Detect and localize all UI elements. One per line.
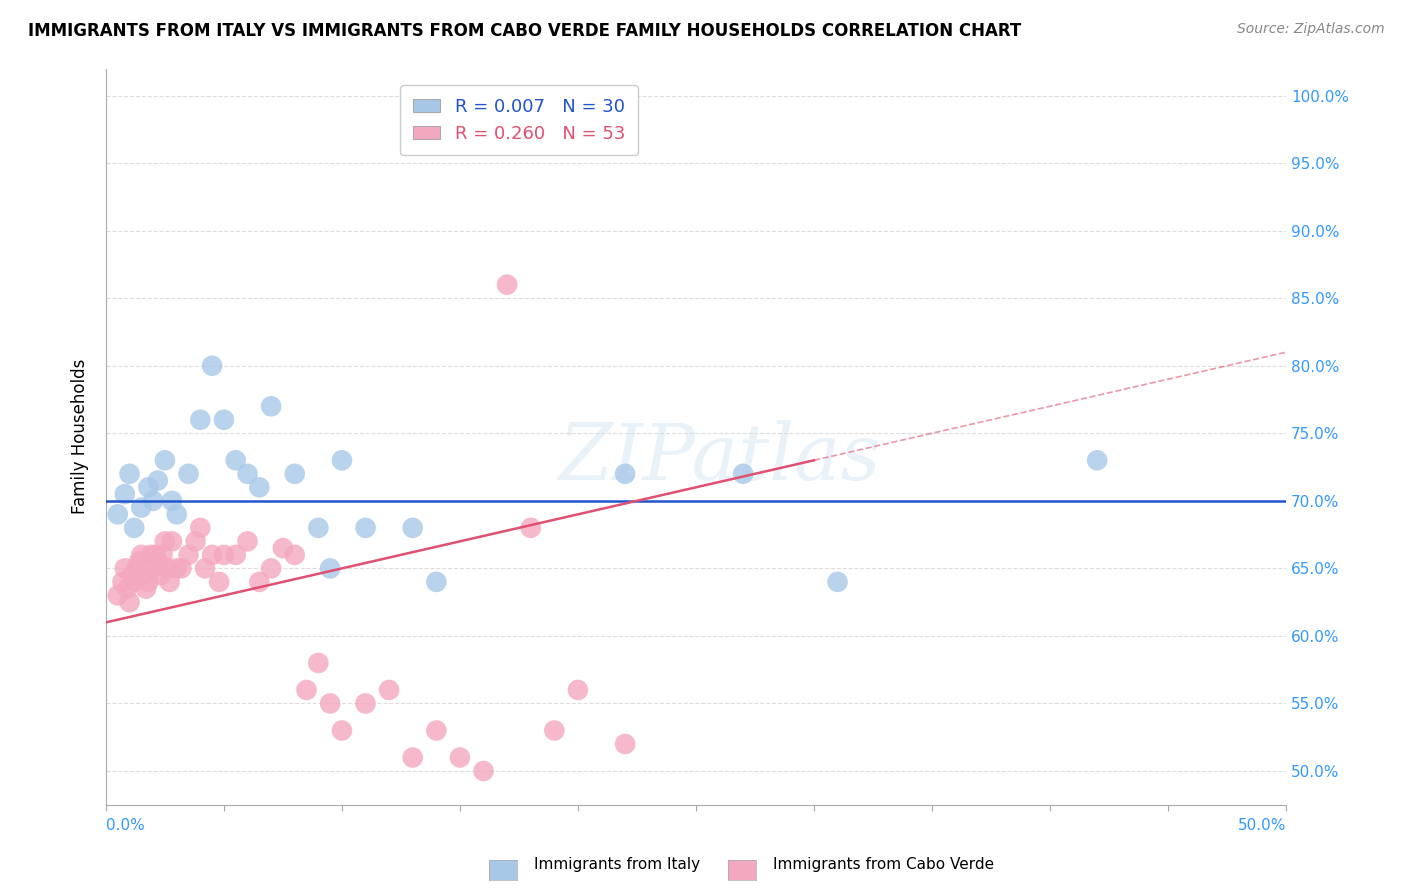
Point: [194, 561, 217, 575]
Point: [142, 493, 165, 508]
Point: [225, 548, 247, 562]
Point: [153, 453, 176, 467]
Point: [142, 561, 165, 575]
Point: [107, 508, 129, 522]
Point: [402, 750, 425, 764]
Text: Immigrants from Cabo Verde: Immigrants from Cabo Verde: [773, 857, 994, 872]
Text: Source: ZipAtlas.com: Source: ZipAtlas.com: [1237, 22, 1385, 37]
Point: [170, 561, 193, 575]
Point: [496, 277, 519, 292]
Point: [354, 697, 377, 711]
Point: [146, 474, 169, 488]
Point: [188, 413, 211, 427]
Point: [354, 521, 377, 535]
Point: [330, 723, 353, 738]
Point: [115, 582, 138, 596]
Point: [827, 574, 849, 589]
Point: [319, 697, 342, 711]
Text: 0.0%: 0.0%: [105, 818, 145, 833]
Point: [236, 467, 259, 481]
Point: [284, 467, 307, 481]
Point: [152, 548, 174, 562]
Point: [118, 467, 141, 481]
Point: [201, 548, 224, 562]
Point: [519, 521, 541, 535]
Point: [247, 574, 270, 589]
Point: [330, 453, 353, 467]
Point: [208, 574, 231, 589]
Point: [139, 548, 162, 562]
Point: [402, 521, 425, 535]
Point: [378, 683, 401, 698]
Text: ZIPatlas: ZIPatlas: [558, 421, 880, 497]
Point: [307, 656, 329, 670]
Point: [236, 534, 259, 549]
Text: IMMIGRANTS FROM ITALY VS IMMIGRANTS FROM CABO VERDE FAMILY HOUSEHOLDS CORRELATIO: IMMIGRANTS FROM ITALY VS IMMIGRANTS FROM…: [28, 22, 1021, 40]
Point: [121, 568, 143, 582]
Point: [188, 521, 211, 535]
Point: [138, 480, 160, 494]
Point: [125, 561, 148, 575]
Point: [166, 508, 188, 522]
Point: [567, 683, 589, 698]
Point: [449, 750, 471, 764]
Point: [425, 723, 447, 738]
Point: [614, 467, 637, 481]
Point: [107, 588, 129, 602]
Point: [184, 534, 207, 549]
Point: [114, 487, 136, 501]
Point: [166, 561, 188, 575]
Point: [153, 534, 176, 549]
Point: [472, 764, 495, 778]
Point: [260, 399, 283, 413]
Point: [118, 595, 141, 609]
Point: [159, 574, 181, 589]
Point: [149, 568, 172, 582]
Point: [307, 521, 329, 535]
Point: [128, 555, 150, 569]
Point: [284, 548, 307, 562]
Point: [733, 467, 755, 481]
Point: [225, 453, 247, 467]
Point: [160, 534, 183, 549]
Point: [122, 574, 145, 589]
Point: [145, 548, 167, 562]
Point: [295, 683, 318, 698]
Point: [122, 521, 145, 535]
Point: [160, 493, 183, 508]
Y-axis label: Family Households: Family Households: [72, 359, 89, 515]
Legend: R = 0.007   N = 30, R = 0.260   N = 53: R = 0.007 N = 30, R = 0.260 N = 53: [401, 85, 637, 155]
Point: [177, 467, 200, 481]
Point: [212, 548, 235, 562]
Point: [156, 561, 179, 575]
Point: [177, 548, 200, 562]
Point: [131, 548, 153, 562]
Point: [132, 568, 155, 582]
Text: 50.0%: 50.0%: [1237, 818, 1286, 833]
Point: [201, 359, 224, 373]
Point: [131, 500, 153, 515]
Point: [543, 723, 565, 738]
Point: [114, 561, 136, 575]
Point: [212, 413, 235, 427]
Point: [138, 574, 160, 589]
Point: [146, 555, 169, 569]
Point: [319, 561, 342, 575]
Text: Immigrants from Italy: Immigrants from Italy: [534, 857, 700, 872]
Point: [271, 541, 294, 555]
Point: [260, 561, 283, 575]
Point: [425, 574, 447, 589]
Point: [614, 737, 637, 751]
Point: [247, 480, 270, 494]
Point: [111, 574, 134, 589]
Point: [135, 582, 157, 596]
Point: [1085, 453, 1108, 467]
